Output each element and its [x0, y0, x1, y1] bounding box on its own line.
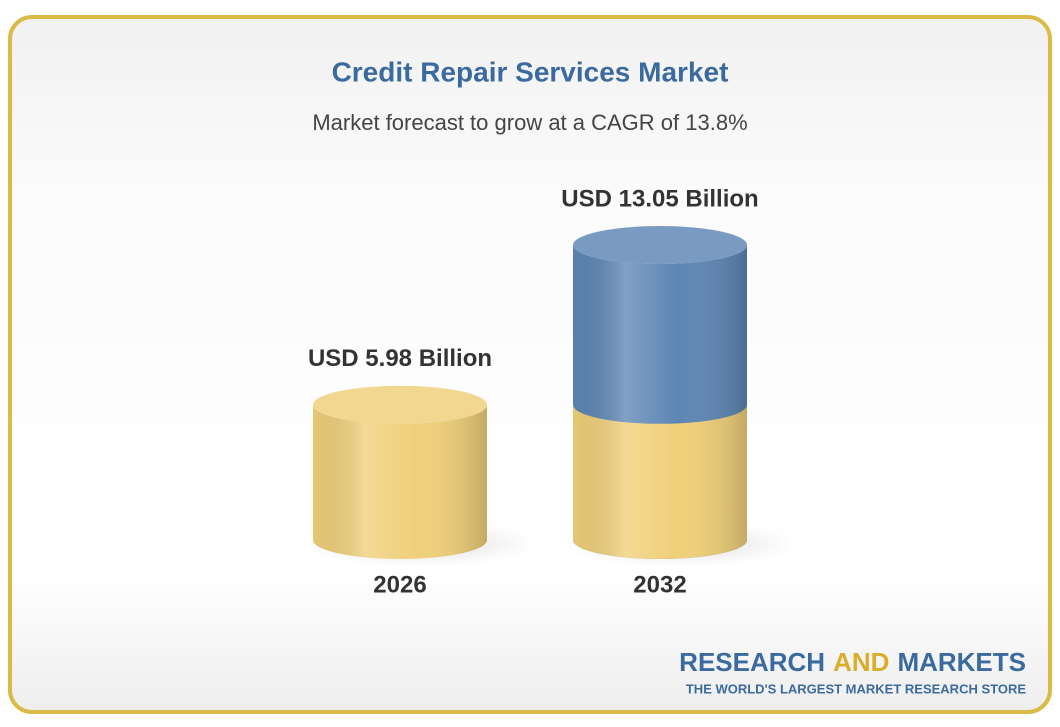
category-label: 2026 — [373, 571, 426, 598]
shading — [573, 404, 747, 559]
brand-tagline: THE WORLD'S LARGEST MARKET RESEARCH STOR… — [686, 681, 1026, 696]
shading — [313, 385, 487, 424]
brand-word: RESEARCH — [679, 647, 825, 677]
bars: USD 5.98 Billion 2026 USD 13.05 Billion 203… — [303, 185, 797, 598]
category-label: 2032 — [633, 571, 686, 598]
value-label: USD 5.98 Billion — [308, 345, 492, 372]
shading — [313, 404, 487, 559]
cylinder-top — [573, 226, 747, 264]
chart-title: Credit Repair Services Market — [332, 56, 729, 87]
value-label: USD 13.05 Billion — [561, 185, 758, 212]
cylinder-top — [313, 385, 487, 424]
brand-word: MARKETS — [897, 647, 1026, 677]
shading — [573, 226, 747, 264]
brand-name: RESEARCH AND MARKETS — [679, 647, 1026, 677]
chart-subtitle: Market forecast to grow at a CAGR of 13.… — [312, 110, 747, 135]
brand-word: AND — [833, 647, 889, 677]
